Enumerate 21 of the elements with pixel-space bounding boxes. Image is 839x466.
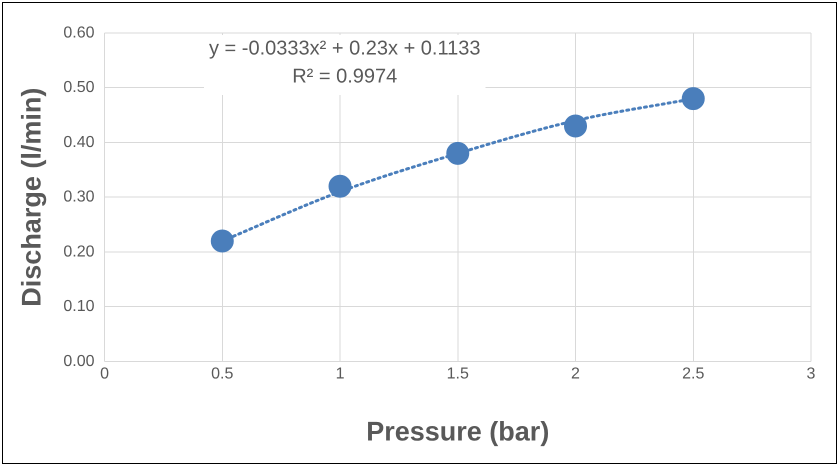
y-axis-title: Discharge (l/min) [16, 88, 47, 307]
x-tick-label: 0.5 [211, 365, 234, 382]
x-tick-label: 3 [806, 365, 816, 382]
point [682, 87, 705, 110]
y-tick-label: 0.50 [63, 79, 95, 96]
y-tick-label: 0.60 [63, 24, 95, 42]
x-tick-label: 1 [336, 365, 345, 382]
y-tick-label: 0.00 [63, 352, 95, 370]
point [564, 114, 588, 138]
point [210, 229, 234, 252]
y-tick-label: 0.20 [63, 243, 95, 260]
y-tick-label: 0.10 [63, 298, 95, 316]
y-tick-label: 0.30 [63, 188, 95, 206]
x-tick-label: 2.5 [682, 365, 704, 382]
x-tick-label: 1.5 [446, 365, 469, 382]
annotation: R² = 0.9974 [292, 66, 398, 88]
annotation: y = -0.0333x² + 0.23x + 0.1133 [208, 38, 480, 60]
x-tick-label: 2 [571, 365, 580, 382]
y-tick-label: 0.40 [63, 134, 95, 151]
x-axis-title: Pressure (bar) [366, 416, 550, 446]
x-tick-label: 0 [100, 365, 110, 382]
